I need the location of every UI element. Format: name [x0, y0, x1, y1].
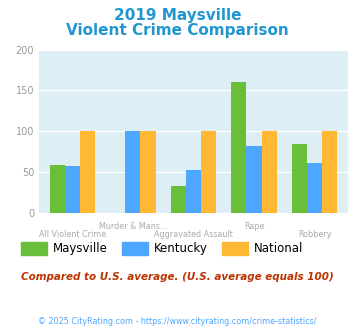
Bar [125, 131, 141, 213]
Text: © 2025 CityRating.com - https://www.cityrating.com/crime-statistics/: © 2025 CityRating.com - https://www.city… [38, 317, 317, 326]
Bar [231, 82, 246, 213]
Bar [80, 131, 95, 213]
Bar [292, 144, 307, 213]
Text: Violent Crime Comparison: Violent Crime Comparison [66, 23, 289, 38]
Bar [65, 166, 80, 213]
Bar [50, 165, 65, 213]
Text: All Violent Crime: All Violent Crime [39, 230, 106, 239]
Bar [262, 131, 277, 213]
Text: Compared to U.S. average. (U.S. average equals 100): Compared to U.S. average. (U.S. average … [21, 272, 334, 282]
Legend: Maysville, Kentucky, National: Maysville, Kentucky, National [17, 237, 308, 260]
Bar [141, 131, 155, 213]
Text: 2019 Maysville: 2019 Maysville [114, 8, 241, 23]
Text: Rape: Rape [244, 222, 264, 231]
Bar [186, 170, 201, 213]
Bar [307, 163, 322, 213]
Text: Robbery: Robbery [298, 230, 331, 239]
Bar [201, 131, 216, 213]
Bar [246, 146, 262, 213]
Text: Aggravated Assault: Aggravated Assault [154, 230, 233, 239]
Bar [322, 131, 337, 213]
Text: Murder & Mans...: Murder & Mans... [99, 222, 167, 231]
Bar [171, 186, 186, 213]
